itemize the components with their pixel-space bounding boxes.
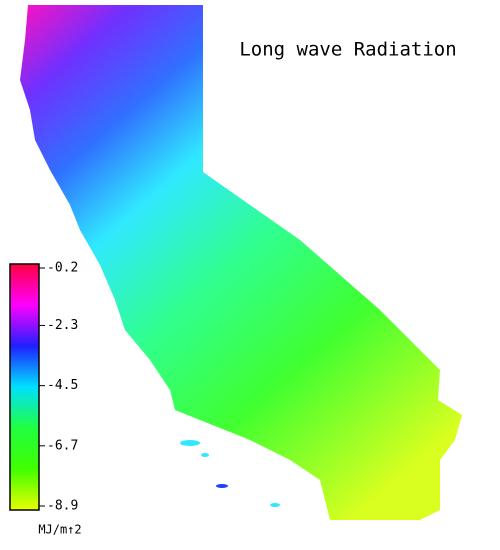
colorbar-label: MJ/m↑2 [38,523,81,537]
colorbar-tick-label: -2.3 [47,318,78,333]
colorbar-tick-label: -4.5 [47,378,78,393]
island [180,440,200,446]
map-title: Long wave Radiation [239,39,456,61]
state-shape [20,5,462,520]
island [270,503,280,507]
island [216,484,228,488]
colorbar-tick-label: -0.2 [47,261,78,276]
colorbar-tick-label: -8.9 [47,499,78,514]
island [201,453,209,457]
colorbar-tick-label: -6.7 [47,438,78,453]
colorbar [9,263,40,511]
